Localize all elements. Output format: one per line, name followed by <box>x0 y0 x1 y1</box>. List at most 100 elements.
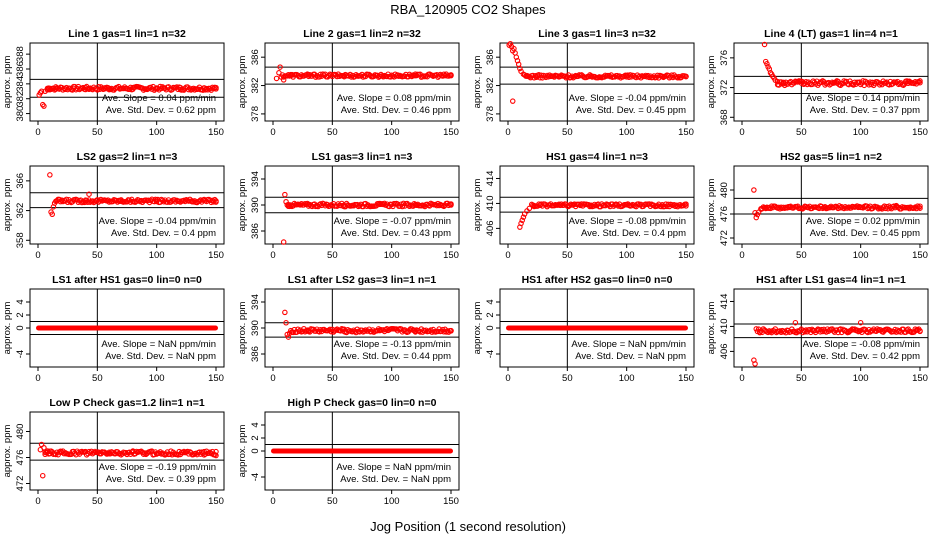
chart-panel-13: Low P Check gas=1.2 lin=1 n=1 472 476 480ap… <box>2 397 225 507</box>
y-tick-label: 394 <box>250 171 261 187</box>
x-tick-label: 150 <box>443 373 459 384</box>
data-point <box>753 214 759 221</box>
data-point <box>448 328 454 334</box>
data-point <box>917 328 923 334</box>
stddev-annotation: Ave. Std. Dev. = NaN ppm <box>105 351 216 362</box>
y-axis-label: approx. ppm <box>237 425 248 478</box>
data-point <box>181 448 187 455</box>
y-tick-label: 472 <box>719 230 730 246</box>
x-tick-label: 100 <box>619 127 635 138</box>
y-tick-label: 382 <box>485 78 496 94</box>
x-tick-label: 150 <box>912 373 928 384</box>
x-tick-label: 150 <box>678 250 694 261</box>
y-axis-label: approx. ppm <box>2 302 13 355</box>
panel-title: Line 4 (LT) gas=1 lin=4 n=1 <box>764 28 898 40</box>
data-point <box>650 74 656 81</box>
data-point <box>568 74 574 81</box>
data-point <box>213 86 219 92</box>
y-tick-label: 382 <box>250 78 261 94</box>
x-tick-label: 100 <box>853 127 869 138</box>
y-axis-label: approx. ppm <box>237 179 248 232</box>
data-point <box>886 82 892 88</box>
data-point <box>180 449 186 456</box>
data-points <box>506 40 689 104</box>
panel-frame <box>733 165 929 245</box>
data-point <box>47 172 53 178</box>
y-tick-label: 386 <box>15 61 26 77</box>
x-tick-label: 0 <box>270 250 275 261</box>
y-axis-label: approx. ppm <box>706 179 717 232</box>
data-points <box>506 325 688 331</box>
y-tick-label: 390 <box>250 320 261 336</box>
data-point <box>175 452 181 458</box>
stddev-annotation: Ave. Std. Dev. = 0.39 ppm <box>106 474 216 485</box>
data-point <box>86 86 92 93</box>
data-point <box>207 449 213 456</box>
stddev-annotation: Ave. Std. Dev. = 0.4 ppm <box>581 228 686 239</box>
x-tick-label: 100 <box>384 373 400 384</box>
data-point <box>761 41 768 48</box>
slope-annotation: Ave. Slope = 0.08 ppm/min <box>337 93 451 104</box>
data-point <box>874 326 881 332</box>
data-point <box>49 211 55 218</box>
data-point <box>448 72 454 78</box>
y-axis-label: approx. ppm <box>472 179 483 232</box>
data-trace <box>271 448 453 454</box>
y-tick-label: 4 <box>15 299 26 304</box>
slope-annotation: Ave. Slope = NaN ppm/min <box>101 339 216 350</box>
panel-title: High P Check gas=0 lin=0 n=0 <box>288 397 437 409</box>
data-point <box>185 86 192 93</box>
panel-title: LS1 after HS1 gas=0 lin=0 n=0 <box>52 274 202 286</box>
y-tick-label: 406 <box>485 220 496 236</box>
x-tick-label: 50 <box>92 496 103 507</box>
y-tick-label: 358 <box>15 232 26 248</box>
x-tick-label: 50 <box>92 127 103 138</box>
panel-title: Line 2 gas=1 lin=2 n=32 <box>303 28 421 40</box>
slope-annotation: Ave. Slope = NaN ppm/min <box>571 339 686 350</box>
data-points <box>751 187 923 221</box>
x-tick-label: 50 <box>92 373 103 384</box>
x-tick-label: 100 <box>149 496 165 507</box>
x-tick-label: 100 <box>149 250 165 261</box>
x-tick-label: 50 <box>796 250 807 261</box>
y-tick-label: 386 <box>250 49 261 65</box>
data-point <box>588 73 594 79</box>
data-point <box>916 79 922 85</box>
chart-panel-12: HS1 after LS1 gas=4 lin=1 n=1 406 410 414ap… <box>706 274 929 384</box>
y-tick-label: 480 <box>15 424 26 440</box>
data-point <box>757 329 763 336</box>
data-point <box>917 205 923 211</box>
x-tick-label: 50 <box>327 250 338 261</box>
y-tick-label: 480 <box>719 182 730 198</box>
y-tick-label: 382 <box>15 91 26 107</box>
stddev-annotation: Ave. Std. Dev. = 0.42 ppm <box>810 351 920 362</box>
data-point <box>507 40 514 47</box>
data-point <box>202 451 209 457</box>
chart-panel-11: HS1 after HS2 gas=0 lin=0 n=0 -4 0 2 4approx… <box>472 274 695 384</box>
data-trace <box>36 325 218 331</box>
data-point <box>400 200 407 207</box>
chart-panel-2: Line 2 gas=1 lin=2 n=32 378 382 386approx. … <box>237 28 460 138</box>
chart-panel-10: LS1 after LS2 gas=3 lin=1 n=1 386 390 394ap… <box>237 274 460 384</box>
data-point <box>850 82 857 88</box>
x-tick-label: 0 <box>35 373 40 384</box>
data-point <box>312 74 319 80</box>
y-tick-label: 386 <box>485 49 496 65</box>
y-tick-label: 4 <box>485 299 496 304</box>
data-point <box>213 199 219 205</box>
data-point <box>683 73 689 80</box>
x-tick-label: 0 <box>270 373 275 384</box>
x-tick-label: 0 <box>739 373 744 384</box>
y-tick-label: 472 <box>15 476 26 492</box>
y-axis-label: approx. ppm <box>237 302 248 355</box>
stddev-annotation: Ave. Std. Dev. = NaN ppm <box>340 474 451 485</box>
panel-title: LS2 gas=2 lin=1 n=3 <box>77 151 178 163</box>
data-point <box>290 329 296 336</box>
y-tick-label: 476 <box>719 206 730 222</box>
x-tick-label: 100 <box>384 127 400 138</box>
x-tick-label: 50 <box>92 250 103 261</box>
y-tick-label: 2 <box>15 312 26 317</box>
y-tick-label: 4 <box>250 422 261 427</box>
x-tick-label: 150 <box>678 127 694 138</box>
